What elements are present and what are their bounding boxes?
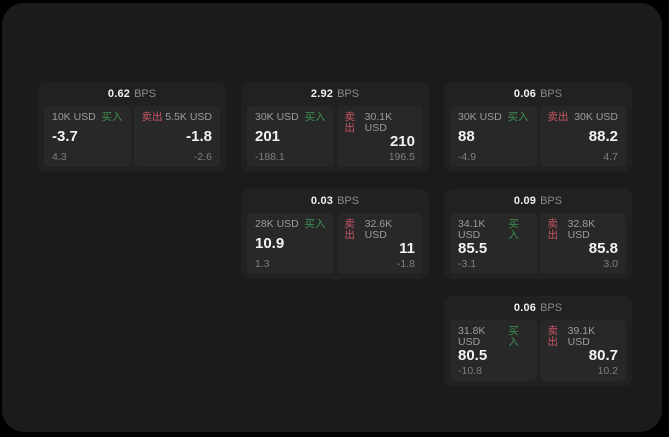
sell-size: 5.5K USD: [165, 111, 212, 123]
sell-price: 85.8: [588, 240, 618, 257]
buy-side-label: 买入: [508, 325, 519, 348]
buy-panel[interactable]: 30K USD 买入 201 -188.1: [247, 106, 334, 167]
card-bps-header: 0.03 BPS: [247, 189, 423, 213]
quote-card: 0.09 BPS 34.1K USD 买入 85.5 -3.1 卖出 32.8K…: [444, 189, 632, 279]
buy-panel[interactable]: 31.8K USD 买入 80.5 -10.8: [450, 320, 537, 381]
buy-panel[interactable]: 28K USD 买入 10.9 1.3: [247, 213, 334, 274]
sell-size: 30.1K USD: [364, 111, 393, 134]
bps-unit: BPS: [540, 195, 563, 207]
quote-card: 0.03 BPS 28K USD 买入 10.9 1.3 卖出 32.6K US…: [241, 189, 429, 279]
buy-price: 201: [255, 127, 281, 145]
sell-size: 32.6K USD: [364, 218, 393, 241]
bps-unit: BPS: [540, 88, 563, 100]
bps-unit: BPS: [337, 195, 360, 207]
bps-value: 0.06: [513, 302, 537, 314]
sell-side-label: 卖出: [547, 325, 559, 348]
buy-panel[interactable]: 34.1K USD 买入 85.5 -3.1: [450, 213, 537, 274]
card-bps-header: 0.06 BPS: [450, 82, 626, 106]
buy-size: 30K USD: [255, 111, 299, 123]
buy-side-label: 买入: [508, 218, 519, 241]
buy-size: 28K USD: [255, 218, 299, 230]
bps-unit: BPS: [134, 88, 157, 100]
buy-delta: -188.1: [255, 150, 285, 163]
quote-card: 0.06 BPS 31.8K USD 买入 80.5 -10.8 卖出 39.1…: [444, 296, 632, 386]
card-bps-header: 0.09 BPS: [450, 189, 626, 213]
sell-price: -1.8: [186, 127, 212, 145]
buy-delta: -10.8: [458, 364, 482, 377]
sell-side-label: 卖出: [547, 111, 569, 123]
buy-price: 80.5: [458, 347, 488, 364]
quote-card: 2.92 BPS 30K USD 买入 201 -188.1 卖出 30.1K …: [241, 82, 429, 172]
buy-size: 34.1K USD: [458, 218, 486, 241]
bps-value: 0.06: [513, 88, 537, 100]
card-bps-header: 2.92 BPS: [247, 82, 423, 106]
quotes-grid: 0.62 BPS 10K USD 买入 -3.7 4.3 卖出 5.5K USD: [38, 82, 632, 386]
buy-size: 30K USD: [458, 111, 502, 123]
quote-panels: 30K USD 买入 201 -188.1 卖出 30.1K USD 210 1…: [247, 106, 423, 167]
buy-delta: 4.3: [52, 150, 67, 163]
bps-unit: BPS: [540, 302, 563, 314]
sell-size: 32.8K USD: [567, 218, 596, 241]
sell-price: 11: [399, 240, 415, 257]
buy-price: 85.5: [458, 240, 488, 257]
sell-delta: -2.6: [193, 150, 212, 163]
quote-panels: 10K USD 买入 -3.7 4.3 卖出 5.5K USD -1.8 -2.…: [44, 106, 220, 167]
buy-delta: -3.1: [458, 257, 477, 270]
bps-unit: BPS: [337, 88, 360, 100]
app-window: 0.62 BPS 10K USD 买入 -3.7 4.3 卖出 5.5K USD: [2, 3, 662, 432]
bps-value: 0.09: [513, 195, 537, 207]
buy-price: 10.9: [255, 234, 285, 252]
sell-side-label: 卖出: [141, 111, 163, 123]
buy-side-label: 买入: [304, 218, 326, 230]
sell-panel[interactable]: 卖出 30K USD 88.2 4.7: [539, 106, 626, 167]
quote-panels: 34.1K USD 买入 85.5 -3.1 卖出 32.8K USD 85.8…: [450, 213, 626, 274]
buy-delta: 1.3: [255, 257, 270, 270]
bps-value: 0.62: [107, 88, 131, 100]
sell-delta: -1.8: [396, 257, 415, 270]
bps-value: 2.92: [310, 88, 334, 100]
buy-side-label: 买入: [507, 111, 529, 123]
sell-size: 30K USD: [574, 111, 618, 123]
buy-side-label: 买入: [101, 111, 123, 123]
buy-panel[interactable]: 30K USD 买入 88 -4.9: [450, 106, 537, 167]
quote-card: 0.62 BPS 10K USD 买入 -3.7 4.3 卖出 5.5K USD: [38, 82, 226, 172]
card-bps-header: 0.62 BPS: [44, 82, 220, 106]
sell-panel[interactable]: 卖出 32.6K USD 11 -1.8: [336, 213, 423, 274]
quote-card: 0.06 BPS 30K USD 买入 88 -4.9 卖出 30K USD: [444, 82, 632, 172]
buy-delta: -4.9: [458, 150, 477, 163]
buy-size: 10K USD: [52, 111, 96, 123]
sell-price: 88.2: [588, 127, 618, 145]
buy-size: 31.8K USD: [458, 325, 486, 348]
sell-panel[interactable]: 卖出 5.5K USD -1.8 -2.6: [133, 106, 220, 167]
sell-delta: 4.7: [603, 150, 618, 163]
sell-side-label: 卖出: [344, 218, 356, 241]
buy-price: 88: [458, 127, 475, 145]
buy-side-label: 买入: [304, 111, 326, 123]
sell-size: 39.1K USD: [567, 325, 596, 348]
sell-delta: 10.2: [597, 364, 618, 377]
bps-value: 0.03: [310, 195, 334, 207]
sell-panel[interactable]: 卖出 39.1K USD 80.7 10.2: [539, 320, 626, 381]
buy-panel[interactable]: 10K USD 买入 -3.7 4.3: [44, 106, 131, 167]
sell-side-label: 卖出: [547, 218, 559, 241]
sell-price: 210: [389, 133, 415, 150]
sell-panel[interactable]: 卖出 32.8K USD 85.8 3.0: [539, 213, 626, 274]
sell-price: 80.7: [588, 347, 618, 364]
sell-delta: 196.5: [388, 150, 415, 163]
buy-price: -3.7: [52, 127, 78, 145]
quote-panels: 28K USD 买入 10.9 1.3 卖出 32.6K USD 11 -1.8: [247, 213, 423, 274]
card-bps-header: 0.06 BPS: [450, 296, 626, 320]
quote-panels: 31.8K USD 买入 80.5 -10.8 卖出 39.1K USD 80.…: [450, 320, 626, 381]
quote-panels: 30K USD 买入 88 -4.9 卖出 30K USD 88.2 4.7: [450, 106, 626, 167]
sell-delta: 3.0: [603, 257, 618, 270]
sell-panel[interactable]: 卖出 30.1K USD 210 196.5: [336, 106, 423, 167]
sell-side-label: 卖出: [344, 111, 356, 134]
